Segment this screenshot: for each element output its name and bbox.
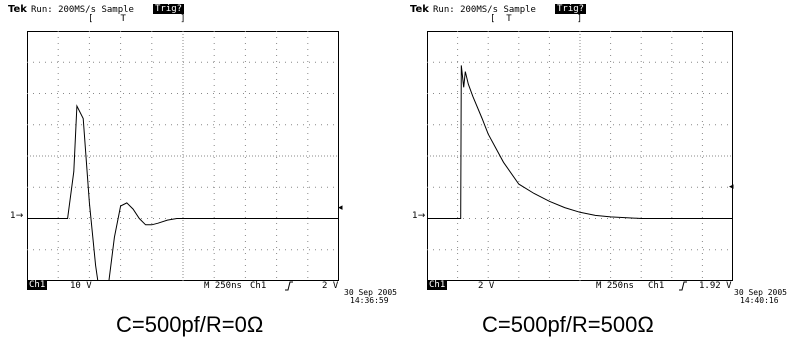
ch1-trace bbox=[427, 65, 733, 219]
scope-screen bbox=[27, 31, 339, 281]
scope-panel-right: Tek Run: 200MS/s Sample Trig? [ T ] 1→ ◂… bbox=[402, 0, 787, 339]
scope-screen bbox=[427, 31, 733, 281]
trigger-status-badge: Trig? bbox=[555, 4, 587, 14]
volts-per-div: 10 V bbox=[70, 281, 92, 291]
rising-edge-icon bbox=[285, 281, 293, 291]
trigger-status-badge: Trig? bbox=[153, 4, 185, 14]
trigger-source: Ch1 bbox=[250, 281, 267, 291]
trigger-level-marker: ◂ bbox=[729, 182, 734, 192]
tek-logo: Tek bbox=[8, 4, 27, 15]
ground-level-marker: 1→ bbox=[412, 211, 426, 221]
ground-level-marker: 1→ bbox=[10, 211, 24, 221]
trigger-level-marker: ◂ bbox=[338, 203, 343, 213]
scope-panel-left: Tek Run: 200MS/s Sample Trig? [ T ] 1→ ◂… bbox=[0, 0, 397, 339]
date-stamp: 30 Sep 2005 bbox=[344, 288, 397, 297]
channel-badge: Ch1 bbox=[427, 280, 448, 290]
rising-edge-icon bbox=[679, 281, 687, 291]
acquisition-status: Run: 200MS/s Sample bbox=[31, 5, 134, 15]
date-stamp: 30 Sep 2005 bbox=[734, 288, 787, 297]
ch1-trace bbox=[27, 104, 339, 281]
tek-logo: Tek bbox=[410, 4, 429, 15]
timebase: M 250ns bbox=[596, 281, 634, 291]
trigger-position-window: [ T ] bbox=[88, 14, 186, 24]
timebase: M 250ns bbox=[204, 281, 242, 291]
caption: C=500pf/R=0Ω bbox=[116, 312, 264, 337]
acquisition-status: Run: 200MS/s Sample bbox=[433, 5, 536, 15]
trigger-source: Ch1 bbox=[648, 281, 665, 291]
trigger-level: 2 V bbox=[322, 281, 339, 291]
caption: C=500pf/R=500Ω bbox=[482, 312, 654, 337]
volts-per-div: 2 V bbox=[478, 281, 495, 291]
graticule bbox=[427, 31, 733, 281]
time-stamp: 14:36:59 bbox=[350, 296, 389, 305]
trigger-position-window: [ T ] bbox=[490, 14, 583, 24]
trigger-level: 1.92 V bbox=[699, 281, 732, 291]
time-stamp: 14:40:16 bbox=[740, 296, 779, 305]
channel-badge: Ch1 bbox=[27, 280, 48, 290]
